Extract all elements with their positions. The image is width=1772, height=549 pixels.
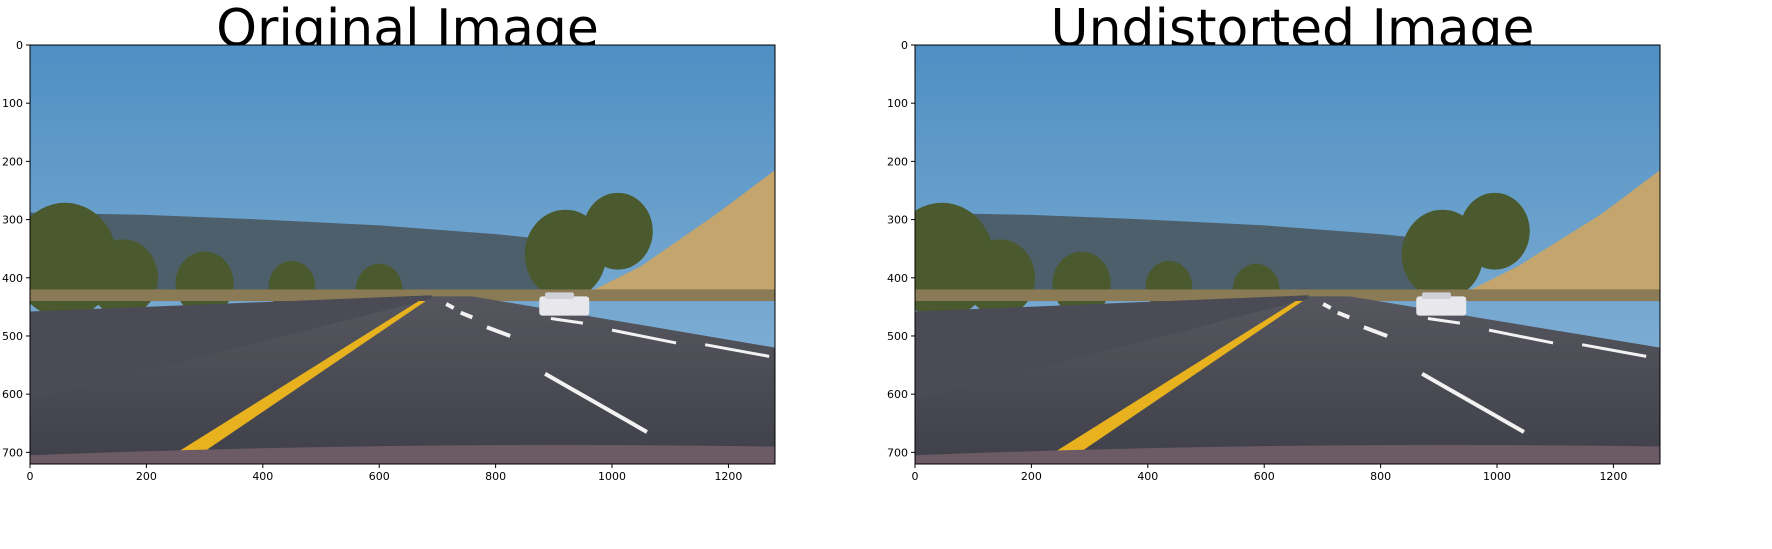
- x-tick-label: 0: [27, 470, 34, 483]
- panel-undistorted: Undistorted Image 0 200 400 600 800 1000 1200 0…: [885, 0, 1772, 549]
- y-tick-label: 700: [2, 446, 23, 459]
- x-tick-label: 200: [1021, 470, 1042, 483]
- white-car: [539, 296, 590, 316]
- white-car: [1416, 296, 1467, 316]
- x-tick-label: 400: [252, 470, 273, 483]
- y-tick-label: 100: [887, 97, 908, 110]
- road-photo: [30, 45, 775, 464]
- y-tick-label: 500: [2, 330, 23, 343]
- white-lane-dash: [459, 310, 474, 320]
- x-tick-label: 800: [1370, 470, 1391, 483]
- y-tick-label: 200: [2, 155, 23, 168]
- x-tick-label: 400: [1137, 470, 1158, 483]
- white-lane-dash: [704, 343, 770, 358]
- plot-undistorted: 0 200 400 600 800 1000 1200 0 100 200 300 400 500 600…: [887, 39, 1661, 483]
- yellow-lane-line: [172, 301, 426, 456]
- y-tick-label: 0: [901, 39, 908, 52]
- barrier-wall: [915, 295, 1309, 400]
- x-tick-label: 600: [1254, 470, 1275, 483]
- grass-hill: [1459, 170, 1660, 302]
- plot-original: 0 200 400 600 800 1000 1200 0 100 200 300 400 500 600…: [2, 39, 776, 483]
- x-tick-label: 1200: [714, 470, 742, 483]
- yellow-lane-line: [1049, 301, 1303, 456]
- x-tick-label: 800: [485, 470, 506, 483]
- x-tick-label: 1000: [1483, 470, 1511, 483]
- tree: [1459, 192, 1530, 270]
- white-lane-dash: [486, 325, 511, 338]
- tree: [88, 239, 159, 317]
- car-roof: [1422, 292, 1451, 300]
- tree: [582, 192, 653, 270]
- white-lane-dash: [1421, 372, 1525, 434]
- white-lane-dash: [550, 317, 584, 325]
- car-hood: [915, 444, 1660, 464]
- white-lane-dash: [1363, 325, 1388, 338]
- panel-original: Original Image 0 200 400 600 800 1000 1200 0 100…: [0, 0, 790, 549]
- y-tick-label: 0: [16, 39, 23, 52]
- road-photo: [915, 45, 1660, 464]
- y-tick-label: 300: [887, 214, 908, 227]
- white-lane-dash: [1322, 302, 1332, 310]
- white-lane-dash: [1427, 317, 1461, 325]
- y-tick-label: 400: [2, 272, 23, 285]
- x-tick-label: 0: [912, 470, 919, 483]
- grass-hill: [582, 170, 775, 302]
- car-hood: [30, 444, 775, 464]
- car-roof: [545, 292, 574, 300]
- distant-hills: [915, 212, 1439, 302]
- axes-frame: [914, 44, 1661, 465]
- x-tick-label: 200: [136, 470, 157, 483]
- distant-hills: [30, 212, 554, 302]
- white-lane-dash: [1336, 310, 1351, 320]
- road-surface: [915, 296, 1660, 464]
- y-tick-label: 500: [887, 330, 908, 343]
- y-tick-label: 600: [2, 388, 23, 401]
- white-lane-dash: [611, 328, 677, 345]
- tree: [965, 239, 1036, 317]
- x-tick-label: 600: [369, 470, 390, 483]
- x-tick-label: 1200: [1599, 470, 1627, 483]
- white-lane-dash: [544, 372, 648, 434]
- white-lane-dash: [1581, 343, 1647, 358]
- y-tick-label: 600: [887, 388, 908, 401]
- x-tick-label: 1000: [598, 470, 626, 483]
- field-strip: [915, 289, 1660, 302]
- y-tick-label: 200: [887, 155, 908, 168]
- y-tick-label: 700: [887, 446, 908, 459]
- road-surface: [30, 296, 775, 464]
- barrier-wall: [30, 295, 432, 400]
- axes-frame: [29, 44, 776, 465]
- white-lane-dash: [1488, 328, 1554, 345]
- field-strip: [30, 289, 775, 302]
- y-tick-label: 300: [2, 214, 23, 227]
- white-lane-dash: [445, 302, 455, 310]
- y-tick-label: 400: [887, 272, 908, 285]
- y-tick-label: 100: [2, 97, 23, 110]
